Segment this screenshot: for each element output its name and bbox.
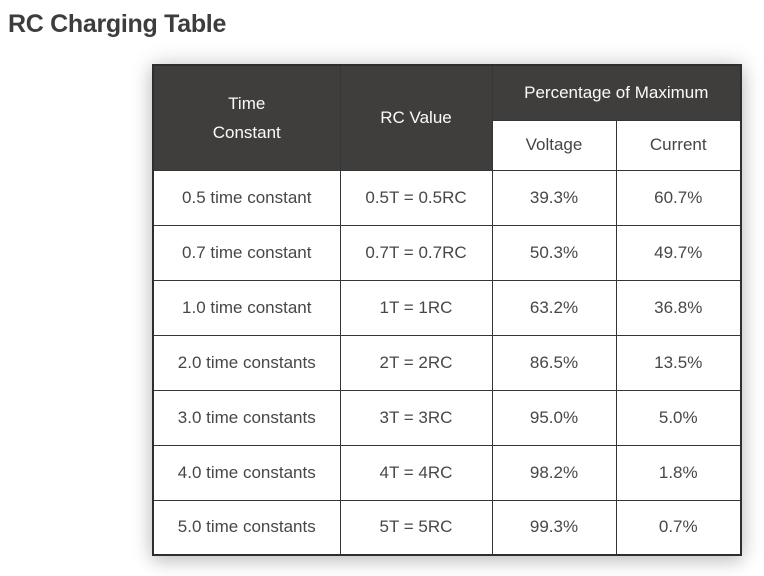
cell-voltage: 39.3% <box>491 169 617 226</box>
cell-current: 13.5% <box>615 334 742 391</box>
table-row: 2.0 time constants 2T = 2RC 86.5% 13.5% <box>152 334 742 391</box>
cell-current: 60.7% <box>615 169 742 226</box>
cell-voltage: 63.2% <box>491 279 617 336</box>
header-percentage-of-maximum: Percentage of Maximum <box>491 64 742 121</box>
header-time-constant: Time Constant <box>152 64 341 171</box>
cell-current: 49.7% <box>615 224 742 281</box>
cell-rc-value: 5T = 5RC <box>339 499 493 556</box>
cell-time-constant: 1.0 time constant <box>152 279 341 336</box>
page-title: RC Charging Table <box>8 10 227 38</box>
table-row: 0.7 time constant 0.7T = 0.7RC 50.3% 49.… <box>152 224 742 281</box>
table-row: 0.5 time constant 0.5T = 0.5RC 39.3% 60.… <box>152 169 742 226</box>
header-time-constant-label: Time Constant <box>212 93 281 142</box>
cell-time-constant: 0.7 time constant <box>152 224 341 281</box>
cell-current: 0.7% <box>615 499 742 556</box>
cell-voltage: 50.3% <box>491 224 617 281</box>
cell-time-constant: 4.0 time constants <box>152 444 341 501</box>
cell-rc-value: 2T = 2RC <box>339 334 493 391</box>
cell-voltage: 98.2% <box>491 444 617 501</box>
header-current: Current <box>615 119 742 171</box>
cell-rc-value: 0.5T = 0.5RC <box>339 169 493 226</box>
cell-time-constant: 3.0 time constants <box>152 389 341 446</box>
cell-current: 1.8% <box>615 444 742 501</box>
cell-time-constant: 2.0 time constants <box>152 334 341 391</box>
cell-voltage: 86.5% <box>491 334 617 391</box>
header-rc-value: RC Value <box>339 64 493 171</box>
table-row: 3.0 time constants 3T = 3RC 95.0% 5.0% <box>152 389 742 446</box>
cell-rc-value: 1T = 1RC <box>339 279 493 336</box>
rc-charging-table: Time Constant RC Value Percentage of Max… <box>152 64 742 556</box>
cell-time-constant: 0.5 time constant <box>152 169 341 226</box>
table-header-row-1: Time Constant RC Value Percentage of Max… <box>152 64 742 171</box>
cell-current: 5.0% <box>615 389 742 446</box>
table-header-row-2: Voltage Current <box>153 119 742 171</box>
cell-voltage: 99.3% <box>491 499 617 556</box>
cell-rc-value: 4T = 4RC <box>339 444 493 501</box>
cell-rc-value: 0.7T = 0.7RC <box>339 224 493 281</box>
cell-time-constant: 5.0 time constants <box>152 499 341 556</box>
cell-rc-value: 3T = 3RC <box>339 389 493 446</box>
table-row: 4.0 time constants 4T = 4RC 98.2% 1.8% <box>152 444 742 501</box>
cell-current: 36.8% <box>615 279 742 336</box>
table-row: 1.0 time constant 1T = 1RC 63.2% 36.8% <box>152 279 742 336</box>
header-voltage: Voltage <box>491 119 617 171</box>
cell-voltage: 95.0% <box>491 389 617 446</box>
table-row: 5.0 time constants 5T = 5RC 99.3% 0.7% <box>152 499 742 556</box>
